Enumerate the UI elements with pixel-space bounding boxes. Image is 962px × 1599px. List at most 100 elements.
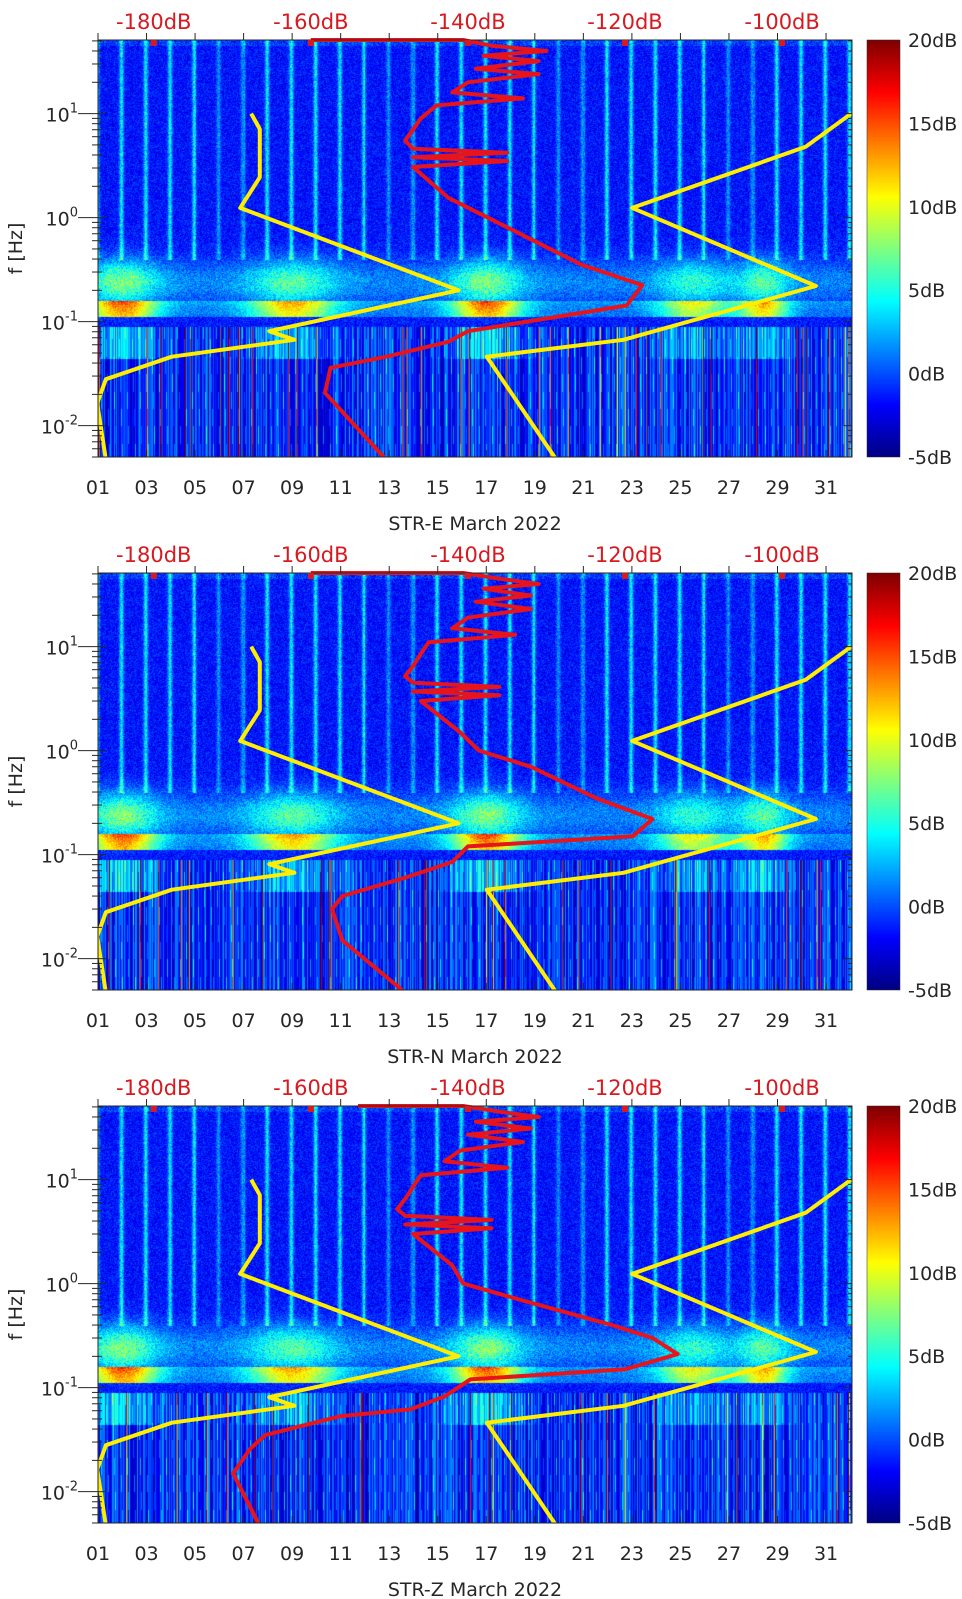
db-scale-label: -120dB bbox=[587, 543, 662, 567]
colorbar bbox=[867, 1106, 900, 1523]
x-tick-label: 07 bbox=[232, 477, 256, 499]
x-tick-label: 05 bbox=[183, 1010, 207, 1032]
y-tick-base: 10 bbox=[46, 1171, 70, 1193]
y-tick-exp: 1 bbox=[70, 1168, 78, 1183]
high-noise-model-line bbox=[484, 111, 852, 457]
colorbar-tick-label: 5dB bbox=[908, 813, 945, 835]
colorbar-tick-label: 20dB bbox=[908, 563, 957, 585]
high-noise-model-line bbox=[484, 644, 852, 990]
y-tick-base: 10 bbox=[41, 417, 65, 439]
colorbar-tick-label: 10dB bbox=[908, 197, 957, 219]
db-scale-marker bbox=[464, 573, 471, 579]
y-tick-exp: 0 bbox=[70, 206, 78, 221]
y-tick-exp: 1 bbox=[70, 102, 78, 117]
y-tick-base: 10 bbox=[41, 846, 65, 868]
x-axis-title: STR-N March 2022 bbox=[387, 1046, 563, 1068]
x-tick-label: 27 bbox=[717, 1543, 741, 1565]
x-tick-label: 13 bbox=[377, 477, 401, 499]
x-tick-label: 07 bbox=[232, 1010, 256, 1032]
colorbar-frame bbox=[866, 572, 901, 991]
y-tick-exp: -1 bbox=[65, 1376, 78, 1391]
x-tick-label: 29 bbox=[765, 1010, 789, 1032]
x-tick-label: 23 bbox=[620, 1543, 644, 1565]
y-tick-base: 10 bbox=[46, 209, 70, 231]
x-tick-label: 29 bbox=[765, 1543, 789, 1565]
db-scale-marker bbox=[779, 40, 786, 46]
db-scale-marker bbox=[307, 573, 314, 579]
y-tick-base: 10 bbox=[46, 742, 70, 764]
colorbar-tick-label: 20dB bbox=[908, 30, 957, 52]
colorbar bbox=[867, 40, 900, 457]
y-tick-label: 10-2 bbox=[41, 947, 78, 972]
x-tick-label: 27 bbox=[717, 1010, 741, 1032]
y-tick-label: 100 bbox=[46, 1272, 78, 1297]
colorbar-frame bbox=[866, 1105, 901, 1524]
y-tick-label: 101 bbox=[46, 635, 78, 660]
y-tick-label: 101 bbox=[46, 1168, 78, 1193]
db-scale-marker bbox=[464, 40, 471, 46]
high-noise-model-line bbox=[484, 1177, 852, 1523]
y-tick-base: 10 bbox=[46, 1275, 70, 1297]
x-tick-label: 31 bbox=[814, 1010, 838, 1032]
y-tick-exp: -1 bbox=[65, 310, 78, 325]
x-tick-label: 07 bbox=[232, 1543, 256, 1565]
db-scale-marker bbox=[464, 1106, 471, 1112]
low-noise-model-line bbox=[98, 1178, 461, 1523]
db-scale-marker bbox=[307, 40, 314, 46]
x-tick-label: 03 bbox=[134, 1543, 158, 1565]
x-tick-label: 01 bbox=[86, 477, 110, 499]
x-tick-label: 29 bbox=[765, 477, 789, 499]
db-scale-marker bbox=[150, 40, 157, 46]
x-tick-label: 09 bbox=[280, 477, 304, 499]
x-tick-label: 05 bbox=[183, 1543, 207, 1565]
x-tick-label: 11 bbox=[329, 477, 353, 499]
y-tick-base: 10 bbox=[41, 1379, 65, 1401]
colorbar-frame bbox=[866, 39, 901, 458]
db-scale-label: -180dB bbox=[116, 1076, 191, 1100]
colorbar-tick-label: 15dB bbox=[908, 113, 957, 135]
colorbar-tick-label: 5dB bbox=[908, 1346, 945, 1368]
colorbar-tick-label: 10dB bbox=[908, 1263, 957, 1285]
y-tick-label: 100 bbox=[46, 739, 78, 764]
x-tick-label: 31 bbox=[814, 477, 838, 499]
y-tick-exp: -2 bbox=[65, 947, 78, 962]
db-scale-label: -100dB bbox=[744, 10, 819, 34]
low-noise-model-line bbox=[98, 645, 461, 990]
y-tick-exp: -1 bbox=[65, 843, 78, 858]
db-scale-label: -160dB bbox=[273, 1076, 348, 1100]
station-psd-line bbox=[310, 571, 655, 990]
y-tick-base: 10 bbox=[41, 313, 65, 335]
y-tick-base: 10 bbox=[41, 950, 65, 972]
y-tick-base: 10 bbox=[41, 1483, 65, 1505]
x-tick-label: 05 bbox=[183, 477, 207, 499]
x-tick-label: 11 bbox=[329, 1543, 353, 1565]
x-tick-label: 09 bbox=[280, 1010, 304, 1032]
y-tick-label: 10-1 bbox=[41, 843, 78, 868]
station-psd-line bbox=[231, 1104, 680, 1523]
plot-frame bbox=[97, 1105, 853, 1524]
db-scale-marker bbox=[307, 1106, 314, 1112]
x-tick-label: 17 bbox=[474, 477, 498, 499]
x-tick-label: 27 bbox=[717, 477, 741, 499]
y-tick-base: 10 bbox=[46, 105, 70, 127]
spectrogram-panel: 01 03 05 07 09 11 13 15 17 19 21 23 25 27 29 31 STR-Z Ma… bbox=[0, 1066, 962, 1599]
db-scale-label: -140dB bbox=[430, 10, 505, 34]
x-tick-label: 19 bbox=[523, 477, 547, 499]
spectrogram-panel: 01 03 05 07 09 11 13 15 17 19 21 23 25 27 29 31 STR-E Ma… bbox=[0, 0, 962, 535]
colorbar-tick-label: 5dB bbox=[908, 280, 945, 302]
db-scale-label: -120dB bbox=[587, 10, 662, 34]
x-tick-label: 19 bbox=[523, 1010, 547, 1032]
colorbar-tick-label: 15dB bbox=[908, 1179, 957, 1201]
db-scale-label: -140dB bbox=[430, 1076, 505, 1100]
x-tick-label: 25 bbox=[668, 1543, 692, 1565]
db-scale-marker bbox=[622, 573, 629, 579]
colorbar-tick-label: -5dB bbox=[908, 1513, 952, 1535]
x-tick-label: 03 bbox=[134, 1010, 158, 1032]
db-scale-label: -100dB bbox=[744, 1076, 819, 1100]
y-axis-title: f [Hz] bbox=[5, 1289, 27, 1341]
x-tick-label: 01 bbox=[86, 1010, 110, 1032]
y-tick-label: 10-2 bbox=[41, 414, 78, 439]
y-axis-title: f [Hz] bbox=[5, 223, 27, 275]
